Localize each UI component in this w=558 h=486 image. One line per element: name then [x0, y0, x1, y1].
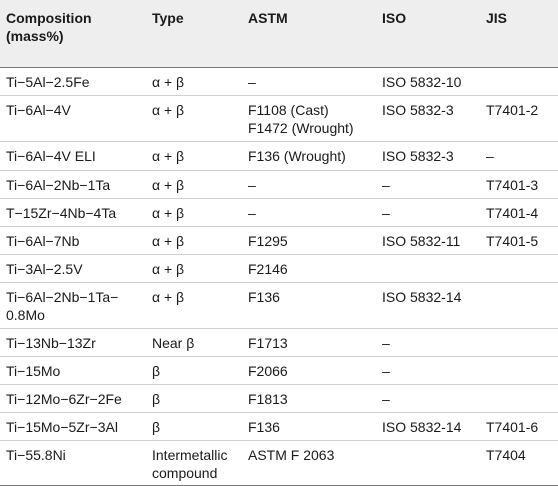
cell-type: α + β: [152, 205, 185, 221]
cell-jis: T7401-2: [486, 102, 539, 118]
cell-composition: Ti−6Al−2Nb−1Ta− 0.8Mo: [6, 289, 119, 323]
table-row: Ti−6Al−2Nb−1Ta− 0.8Mo α + β F136 ISO 5832-1…: [0, 283, 558, 329]
table-row: Ti−12Mo−6Zr−2Fe β F1813 –: [0, 385, 558, 413]
table-row: T−15Zr−4Nb−4Ta α + β – – T7401-4: [0, 199, 558, 227]
cell-composition: Ti−15Mo−5Zr−3Al: [6, 419, 118, 435]
header-composition: Composition (mass%): [6, 10, 92, 44]
table-row: Ti−6Al−4V ELI α + β F136 (Wrought) ISO 5832…: [0, 142, 558, 171]
cell-astm: F1713: [248, 335, 288, 351]
cell-type: α + β: [152, 289, 185, 305]
cell-composition: Ti−6Al−4V: [6, 102, 71, 118]
cell-type: Intermetallic compound: [152, 447, 228, 481]
cell-jis: T7401-4: [486, 205, 539, 221]
cell-astm: –: [248, 205, 256, 221]
cell-jis: T7401-3: [486, 177, 539, 193]
cell-composition: Ti−15Mo: [6, 363, 61, 379]
cell-iso: ISO 5832-3: [382, 102, 454, 118]
cell-type: α + β: [152, 148, 185, 164]
table-row: Ti−15Mo−5Zr−3Al β F136 ISO 5832-14 T7401-6: [0, 413, 558, 441]
cell-astm: F136 (Wrought): [248, 148, 346, 164]
cell-jis: T7401-6: [486, 419, 539, 435]
cell-type: Near β: [152, 335, 195, 351]
cell-type: α + β: [152, 233, 185, 249]
cell-type: β: [152, 363, 161, 379]
table-row: Ti−6Al−2Nb−1Ta α + β – – T7401-3: [0, 171, 558, 199]
cell-composition: Ti−6Al−4V ELI: [6, 148, 96, 164]
cell-astm: F1813: [248, 391, 288, 407]
cell-iso: ISO 5832-3: [382, 148, 454, 164]
cell-composition: Ti−13Nb−13Zr: [6, 335, 96, 351]
cell-composition: T−15Zr−4Nb−4Ta: [6, 205, 117, 221]
cell-astm: F1108 (Cast) F1472 (Wrought): [248, 102, 354, 136]
table-row: Ti−13Nb−13Zr Near β F1713 –: [0, 329, 558, 357]
cell-iso: –: [382, 391, 390, 407]
cell-iso: ISO 5832-10: [382, 74, 462, 90]
cell-iso: –: [382, 205, 390, 221]
cell-type: α + β: [152, 74, 185, 90]
cell-iso: –: [382, 335, 390, 351]
cell-astm: F136: [248, 419, 280, 435]
cell-type: α + β: [152, 261, 185, 277]
cell-type: β: [152, 391, 161, 407]
cell-jis: T7401-5: [486, 233, 539, 249]
cell-type: α + β: [152, 177, 185, 193]
cell-composition: Ti−12Mo−6Zr−2Fe: [6, 391, 122, 407]
table-row: Ti−55.8Ni Intermetallic compound ASTM F 20…: [0, 441, 558, 486]
header-type: Type: [152, 10, 184, 26]
table-header: Composition (mass%) Type ASTM ISO JIS: [0, 0, 558, 68]
cell-composition: Ti−55.8Ni: [6, 447, 66, 463]
header-jis: JIS: [486, 10, 508, 26]
cell-jis: –: [486, 148, 494, 164]
cell-astm: –: [248, 74, 256, 90]
cell-astm: F2066: [248, 363, 288, 379]
table-row: Ti−6Al−4V α + β F1108 (Cast) F1472 (Wrough…: [0, 96, 558, 142]
cell-composition: Ti−6Al−7Nb: [6, 233, 80, 249]
cell-composition: Ti−3Al−2.5V: [6, 261, 83, 277]
cell-type: β: [152, 419, 161, 435]
cell-jis: T7404: [486, 447, 526, 463]
cell-astm: F136: [248, 289, 280, 305]
cell-iso: ISO 5832-14: [382, 289, 462, 305]
table-row: Ti−3Al−2.5V α + β F2146: [0, 255, 558, 283]
cell-type: α + β: [152, 102, 185, 118]
header-iso: ISO: [382, 10, 407, 26]
cell-astm: ASTM F 2063: [248, 447, 335, 463]
cell-astm: F2146: [248, 261, 288, 277]
table-row: Ti−15Mo β F2066 –: [0, 357, 558, 385]
cell-composition: Ti−6Al−2Nb−1Ta: [6, 177, 111, 193]
header-astm: ASTM: [248, 10, 288, 26]
cell-iso: ISO 5832-11: [382, 233, 461, 249]
cell-iso: –: [382, 177, 390, 193]
cell-iso: –: [382, 363, 390, 379]
cell-astm: –: [248, 177, 256, 193]
cell-astm: F1295: [248, 233, 288, 249]
cell-iso: ISO 5832-14: [382, 419, 462, 435]
cell-composition: Ti−5Al−2.5Fe: [6, 74, 90, 90]
table-row: Ti−5Al−2.5Fe α + β – ISO 5832-10: [0, 68, 558, 96]
table-row: Ti−6Al−7Nb α + β F1295 ISO 5832-11 T7401-5: [0, 227, 558, 255]
table-body: Ti−5Al−2.5Fe α + β – ISO 5832-10 Ti−6Al−4V α …: [0, 68, 558, 486]
